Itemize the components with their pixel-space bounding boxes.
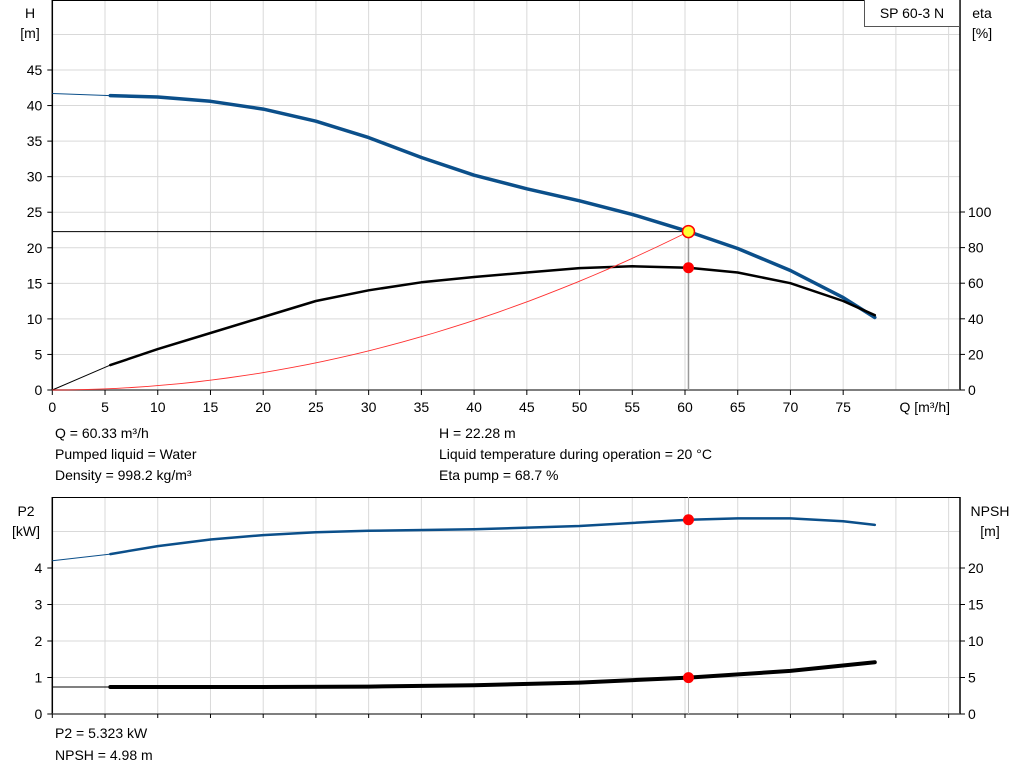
y-left-tick-label: 45 (27, 62, 43, 78)
x-tick-label: 10 (150, 399, 166, 415)
y-left-tick-label: 4 (35, 560, 43, 576)
y-right-tick-label: 5 (968, 670, 976, 686)
y-left-unit: [m] (20, 25, 39, 41)
p2-curve (109, 517, 877, 556)
x-tick-label: 25 (308, 399, 324, 415)
y-left-tick-label: 5 (35, 346, 43, 362)
x-tick-label: 45 (519, 399, 535, 415)
y-right-tick-label: 15 (968, 597, 984, 613)
npsh-curve (108, 660, 877, 689)
y-right-tick-label: 20 (968, 560, 984, 576)
y-left-tick-label: 1 (35, 670, 43, 686)
y-right-unit: [%] (972, 25, 992, 41)
x-tick-label: 30 (361, 399, 377, 415)
info-density: Density = 998.2 kg/m³ (55, 467, 192, 483)
x-tick-label: 55 (624, 399, 640, 415)
y-left-label: P2 (17, 503, 34, 519)
y-left-tick-label: 10 (27, 311, 43, 327)
h-curve (108, 93, 877, 320)
x-tick-label: 20 (255, 399, 271, 415)
x-tick-label: 65 (730, 399, 746, 415)
info-temp: Liquid temperature during operation = 20… (439, 446, 712, 462)
y-left-tick-label: 15 (27, 275, 43, 291)
system-curve (52, 231, 689, 391)
y-right-unit: [m] (980, 523, 999, 539)
eta-curve (109, 265, 877, 367)
y-left-unit: [kW] (12, 523, 40, 539)
x-tick-label: 40 (466, 399, 482, 415)
y-left-tick-label: 35 (27, 133, 43, 149)
x-tick-label: 0 (48, 399, 56, 415)
y-left-tick-label: 25 (27, 204, 43, 220)
x-tick-label: 5 (101, 399, 109, 415)
eta-curve-extrapolated (52, 364, 111, 391)
info-q: Q = 60.33 m³/h (55, 425, 149, 441)
h-curve-extrapolated (52, 93, 111, 97)
y-right-label: eta (972, 5, 992, 21)
y-left-tick-label: 30 (27, 169, 43, 185)
x-tick-label: 75 (835, 399, 851, 415)
x-tick-label: 15 (203, 399, 219, 415)
x-tick-label: 50 (572, 399, 588, 415)
y-left-tick-label: 0 (35, 382, 43, 398)
y-right-tick-label: 10 (968, 633, 984, 649)
x-axis-label: Q [m³/h] (899, 399, 950, 415)
y-right-tick-label: 40 (968, 311, 984, 327)
info-liquid: Pumped liquid = Water (55, 446, 197, 462)
x-tick-label: 70 (783, 399, 799, 415)
info-p2: P2 = 5.323 kW (55, 725, 148, 741)
y-right-label: NPSH (971, 503, 1010, 519)
y-left-tick-label: 2 (35, 633, 43, 649)
info-eta: Eta pump = 68.7 % (439, 467, 559, 483)
info-h: H = 22.28 m (439, 425, 516, 441)
y-right-tick-label: 20 (968, 346, 984, 362)
y-left-label: H (25, 5, 35, 21)
y-left-tick-label: 20 (27, 240, 43, 256)
head-duty-point (681, 224, 696, 239)
y-right-tick-label: 80 (968, 240, 984, 256)
y-right-tick-label: 0 (968, 382, 976, 398)
npsh-duty-point (682, 672, 694, 684)
p2-curve-extrapolated (52, 553, 111, 562)
y-left-tick-label: 0 (35, 706, 43, 722)
x-tick-label: 35 (414, 399, 430, 415)
y-left-tick-label: 3 (35, 597, 43, 613)
y-right-tick-label: 100 (968, 204, 992, 220)
info-npsh: NPSH = 4.98 m (55, 747, 153, 763)
y-right-tick-label: 0 (968, 706, 976, 722)
x-tick-label: 60 (677, 399, 693, 415)
eta-duty-point (682, 262, 694, 274)
pump-model-label: SP 60-3 N (864, 0, 960, 27)
y-right-tick-label: 60 (968, 275, 984, 291)
y-left-tick-label: 40 (27, 98, 43, 114)
p2-duty-point (682, 514, 694, 526)
